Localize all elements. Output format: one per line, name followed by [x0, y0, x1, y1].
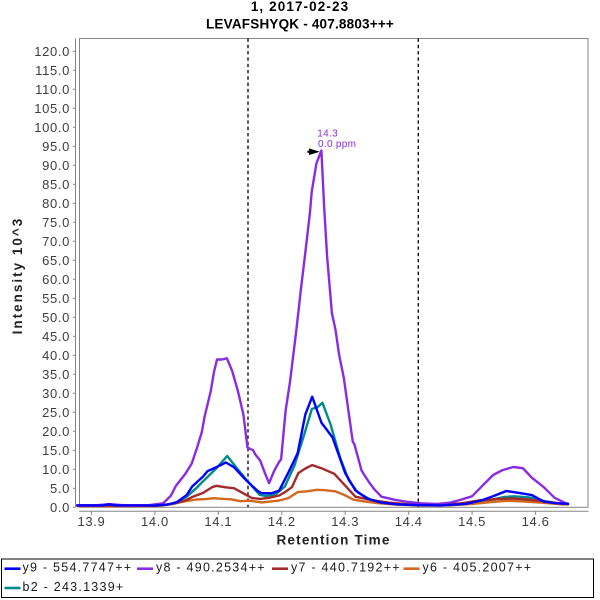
svg-text:25.0: 25.0 — [42, 405, 70, 420]
svg-text:115.0: 115.0 — [35, 63, 70, 78]
svg-text:LEVAFSHYQK - 407.8803+++: LEVAFSHYQK - 407.8803+++ — [206, 17, 394, 32]
svg-text:14.3: 14.3 — [317, 129, 338, 140]
svg-text:120.0: 120.0 — [34, 44, 70, 59]
svg-text:75.0: 75.0 — [42, 215, 70, 230]
svg-text:60.0: 60.0 — [42, 272, 70, 287]
svg-text:b2 - 243.1339+: b2 - 243.1339+ — [23, 580, 125, 594]
svg-text:0.0: 0.0 — [50, 500, 70, 515]
svg-text:y8 - 490.2534++: y8 - 490.2534++ — [156, 561, 266, 575]
svg-text:95.0: 95.0 — [42, 139, 70, 154]
svg-text:1, 2017-02-23: 1, 2017-02-23 — [251, 0, 349, 14]
svg-text:14.3: 14.3 — [331, 514, 359, 529]
svg-text:y7 - 440.7192++: y7 - 440.7192++ — [291, 561, 401, 575]
svg-text:90.0: 90.0 — [42, 158, 70, 173]
svg-text:14.4: 14.4 — [395, 514, 423, 529]
svg-text:14.1: 14.1 — [204, 514, 232, 529]
svg-text:50.0: 50.0 — [42, 310, 70, 325]
svg-text:35.0: 35.0 — [42, 367, 70, 382]
svg-text:100.0: 100.0 — [34, 120, 70, 135]
svg-text:85.0: 85.0 — [42, 177, 70, 192]
svg-text:30.0: 30.0 — [42, 386, 70, 401]
svg-text:55.0: 55.0 — [42, 291, 70, 306]
svg-text:Retention Time: Retention Time — [276, 533, 390, 548]
svg-text:20.0: 20.0 — [42, 424, 70, 439]
svg-text:65.0: 65.0 — [42, 253, 70, 268]
svg-text:15.0: 15.0 — [42, 443, 70, 458]
svg-text:y9 - 554.7747++: y9 - 554.7747++ — [23, 561, 133, 575]
svg-text:14.6: 14.6 — [522, 514, 550, 529]
svg-text:80.0: 80.0 — [42, 196, 70, 211]
svg-text:105.0: 105.0 — [34, 101, 70, 116]
svg-text:5.0: 5.0 — [50, 481, 70, 496]
svg-text:14.5: 14.5 — [458, 514, 486, 529]
svg-text:10.0: 10.0 — [42, 462, 70, 477]
svg-text:14.2: 14.2 — [268, 514, 296, 529]
svg-text:Intensity 10^3: Intensity 10^3 — [10, 217, 25, 335]
svg-text:13.9: 13.9 — [77, 514, 105, 529]
svg-text:0.0 ppm: 0.0 ppm — [318, 139, 356, 150]
svg-text:70.0: 70.0 — [42, 234, 70, 249]
svg-text:40.0: 40.0 — [42, 348, 70, 363]
svg-text:14.0: 14.0 — [141, 514, 169, 529]
svg-text:y6 - 405.2007++: y6 - 405.2007++ — [423, 561, 533, 575]
svg-text:110.0: 110.0 — [35, 82, 70, 97]
svg-text:45.0: 45.0 — [42, 329, 70, 344]
